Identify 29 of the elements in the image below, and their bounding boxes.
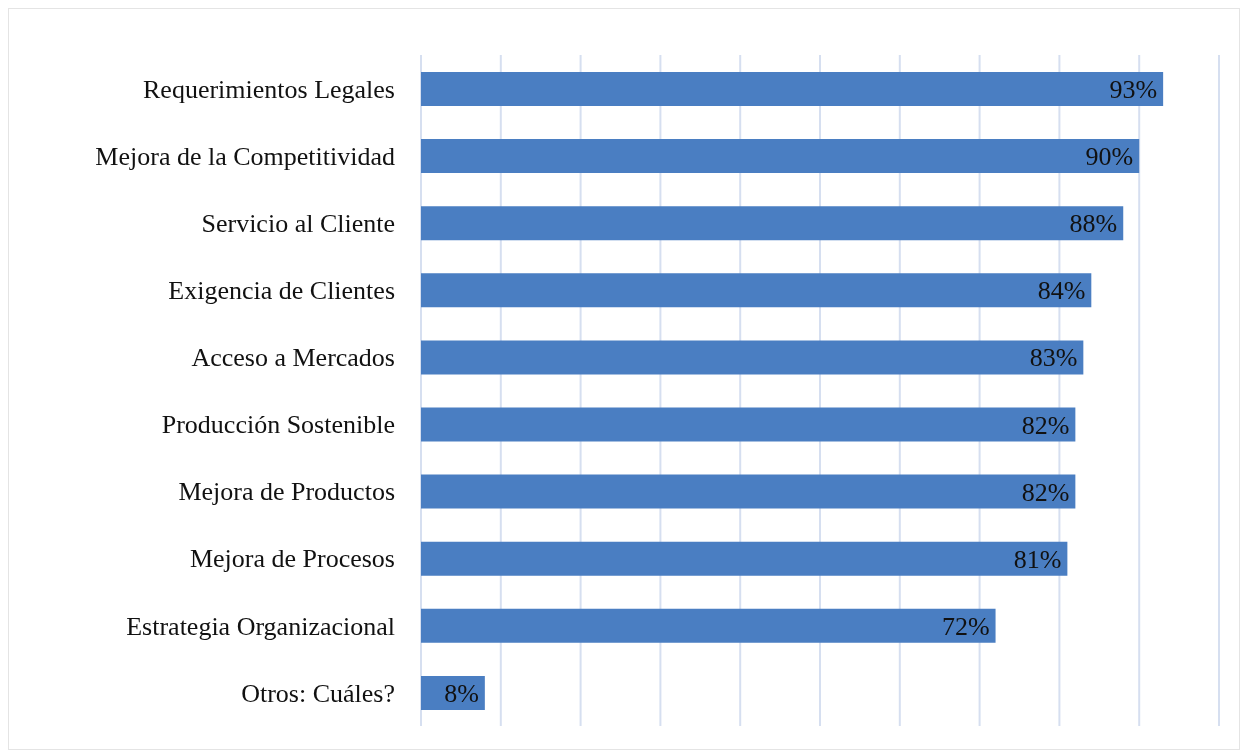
data-label: 82% xyxy=(1021,410,1070,440)
data-label: 72% xyxy=(941,611,990,641)
y-tick-label: Mejora de la Competitividad xyxy=(95,141,395,171)
bar xyxy=(421,608,996,643)
bar xyxy=(421,541,1068,576)
bar xyxy=(421,139,1140,174)
bar xyxy=(421,407,1076,442)
data-label: 93% xyxy=(1109,75,1158,104)
y-tick-label: Requerimientos Legales xyxy=(143,74,395,104)
bar xyxy=(421,474,1076,509)
y-tick-label: Servicio al Cliente xyxy=(201,208,395,238)
bar xyxy=(421,273,1092,308)
data-label: 81% xyxy=(1013,544,1062,574)
bar xyxy=(421,340,1084,375)
data-label: 8% xyxy=(444,678,479,708)
y-tick-label: Exigencia de Clientes xyxy=(168,276,395,306)
bar xyxy=(421,72,1164,106)
data-label: 83% xyxy=(1029,343,1078,373)
data-label: 82% xyxy=(1021,477,1070,507)
data-label: 88% xyxy=(1069,209,1118,239)
data-label: 90% xyxy=(1085,142,1134,172)
y-tick-label: Estrategia Organizacional xyxy=(126,611,395,641)
y-tick-label: Acceso a Mercados xyxy=(191,343,395,373)
y-tick-label: Otros: Cuáles? xyxy=(241,678,395,708)
y-tick-label: Mejora de Productos xyxy=(178,477,395,507)
y-tick-label: Mejora de Procesos xyxy=(189,544,395,574)
y-tick-label: Producción Sostenible xyxy=(161,410,395,440)
bar xyxy=(421,206,1124,241)
data-label: 84% xyxy=(1037,276,1086,306)
